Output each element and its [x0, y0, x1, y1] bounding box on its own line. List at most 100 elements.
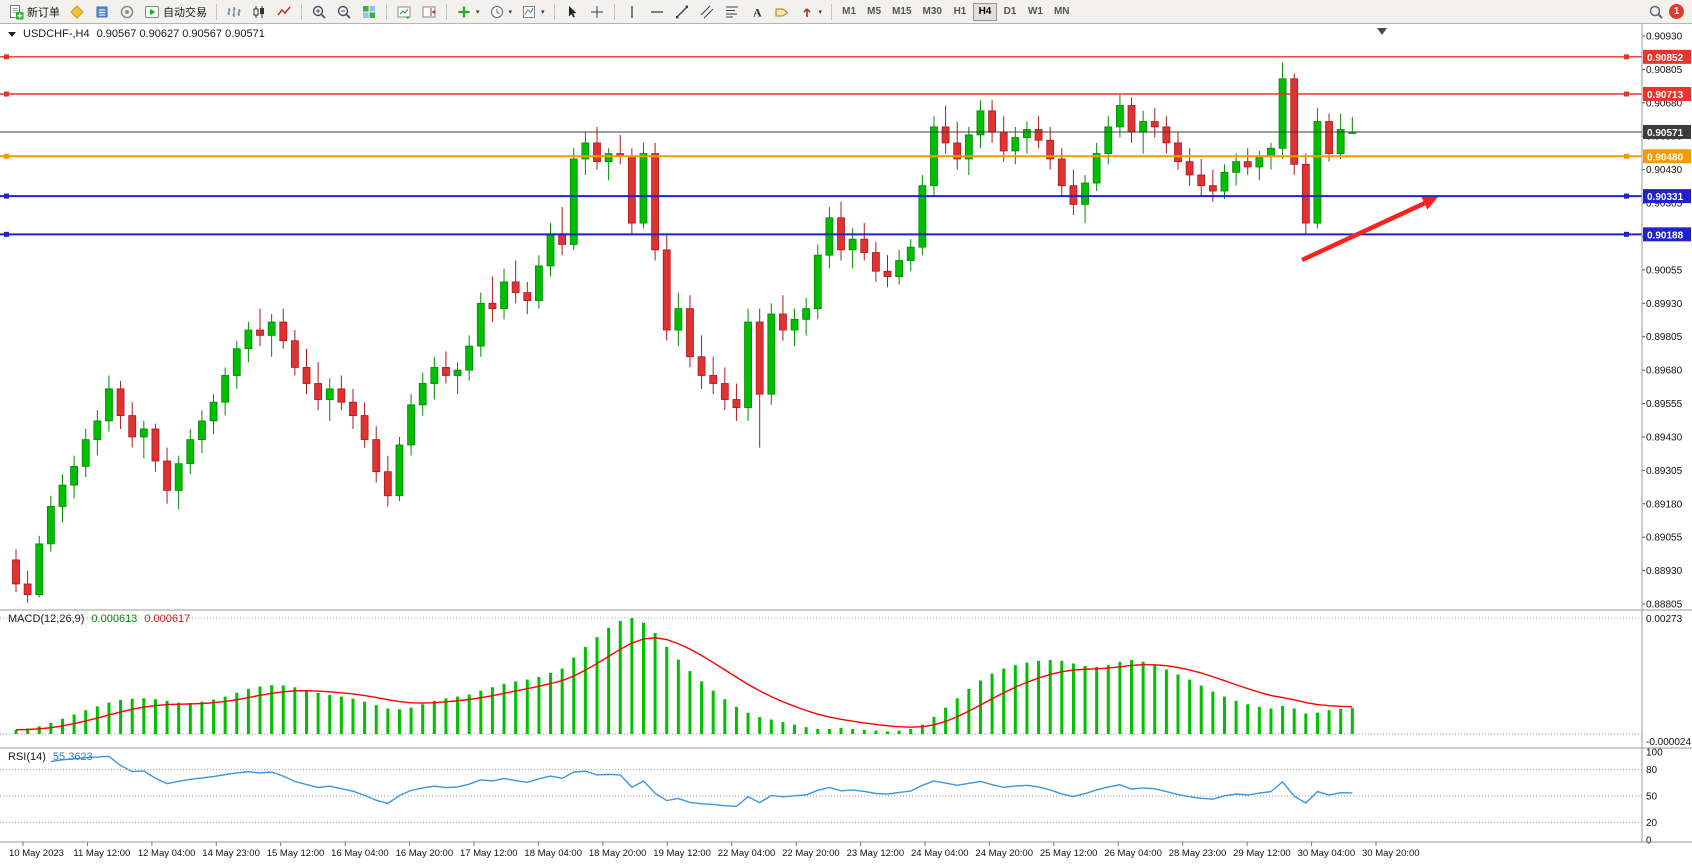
text-label-tool-button[interactable]: [770, 2, 794, 22]
line-chart-button[interactable]: [272, 2, 296, 22]
candle-body: [418, 383, 427, 406]
candle-body: [232, 348, 241, 376]
candle-body: [744, 321, 752, 408]
timeframe-mn-button[interactable]: MN: [1049, 3, 1075, 21]
timeframe-h1-button[interactable]: H1: [948, 3, 972, 21]
symbol-dropdown-icon[interactable]: [8, 31, 16, 37]
indicators-button[interactable]: ▾: [452, 2, 484, 22]
candle-body: [999, 131, 1008, 152]
candle-body: [558, 233, 567, 245]
trend-arrow-head[interactable]: [1421, 196, 1438, 210]
macd-signal-line: [15, 637, 1353, 731]
rsi-axis-label: 50: [1646, 792, 1658, 803]
search-button[interactable]: [1644, 2, 1668, 22]
line-handle[interactable]: [4, 193, 9, 199]
timeframe-w1-button[interactable]: W1: [1023, 3, 1048, 21]
candle-body: [1127, 105, 1136, 133]
price-axis-label: 0.88930: [1646, 566, 1683, 577]
bar-chart-button[interactable]: [222, 2, 246, 22]
new-order-button[interactable]: 新订单: [4, 2, 64, 22]
candle-body: [604, 153, 613, 163]
candle-body: [511, 281, 520, 294]
trend-arrow-line[interactable]: [1301, 201, 1426, 263]
timeframe-m5-button[interactable]: M5: [862, 3, 886, 21]
candle-body: [383, 471, 392, 497]
candle-body: [128, 415, 137, 438]
candle-body: [1220, 171, 1229, 192]
macd-histogram-bar: [874, 730, 878, 734]
timeframe-m15-button[interactable]: M15: [887, 3, 916, 21]
zoom-out-button[interactable]: [332, 2, 356, 22]
line-handle[interactable]: [1624, 153, 1629, 159]
candle-body: [627, 155, 636, 224]
time-axis-label: 14 May 23:00: [202, 848, 260, 859]
candle-body: [221, 375, 230, 403]
macd-histogram-bar: [432, 700, 436, 734]
channel-tool-button[interactable]: [695, 2, 719, 22]
horizontal-line-tool-button[interactable]: [645, 2, 669, 22]
macd-axis-max-label: 0.00273: [1646, 614, 1683, 625]
line-chart-icon: [277, 6, 291, 15]
zoom-in-button[interactable]: [307, 2, 331, 22]
timeframe-d1-button[interactable]: D1: [998, 3, 1022, 21]
autotrading-button[interactable]: 自动交易: [140, 2, 211, 22]
crosshair-button[interactable]: [585, 2, 609, 22]
line-handle[interactable]: [4, 231, 9, 237]
timeframe-m1-button[interactable]: M1: [837, 3, 861, 21]
timeframe-h4-button[interactable]: H4: [972, 2, 997, 21]
candle-body: [1301, 163, 1310, 224]
time-axis-label: 24 May 04:00: [911, 848, 969, 859]
auto-scroll-button[interactable]: [392, 2, 416, 22]
tile-windows-icon: [363, 5, 375, 18]
candlestick-chart-button[interactable]: [247, 2, 271, 22]
candle-body: [1069, 185, 1078, 205]
line-handle[interactable]: [1624, 231, 1629, 237]
candle-body: [1150, 121, 1159, 128]
candle-body: [244, 329, 253, 350]
price-badge: [1643, 87, 1691, 102]
macd-histogram-bar: [781, 722, 785, 734]
price-badge: [1643, 227, 1691, 242]
line-handle[interactable]: [4, 54, 9, 60]
candle-body: [1034, 129, 1043, 141]
tile-windows-button[interactable]: [357, 2, 381, 22]
candle-body: [93, 420, 102, 441]
metaeditor-button[interactable]: [65, 2, 89, 22]
candle-body: [500, 281, 508, 310]
price-axis-label: 0.89805: [1646, 332, 1683, 343]
price-badge-label: 0.90852: [1647, 53, 1684, 64]
macd-histogram-bar: [1037, 660, 1041, 734]
line-handle[interactable]: [4, 91, 9, 97]
svg-text:A: A: [753, 5, 762, 19]
community-button[interactable]: [115, 2, 139, 22]
candle-body: [802, 308, 811, 320]
notification-badge[interactable]: 1: [1669, 4, 1684, 19]
candle-body: [674, 308, 683, 331]
templates-button[interactable]: ▾: [517, 2, 549, 22]
periods-button[interactable]: ▾: [485, 2, 517, 22]
text-tool-button[interactable]: A: [745, 2, 769, 22]
market-depth-button[interactable]: [90, 2, 114, 22]
toolbar-separator: [386, 3, 387, 20]
candle-body: [430, 367, 439, 384]
trendline-tool-button[interactable]: [670, 2, 694, 22]
chart-shift-button[interactable]: [417, 2, 441, 22]
macd-histogram-bar: [119, 700, 123, 734]
fibonacci-tool-button[interactable]: [720, 2, 744, 22]
line-handle[interactable]: [1624, 193, 1629, 199]
line-handle[interactable]: [1624, 54, 1629, 60]
cursor-button[interactable]: [560, 2, 584, 22]
vertical-line-icon: [630, 5, 633, 18]
vertical-line-tool-button[interactable]: [620, 2, 644, 22]
line-handle[interactable]: [1624, 91, 1629, 97]
candle-body: [662, 249, 671, 331]
chart-shift-marker[interactable]: [1377, 28, 1387, 35]
line-handle[interactable]: [4, 153, 9, 159]
timeframe-m30-button[interactable]: M30: [918, 3, 947, 21]
macd-histogram-bar: [1048, 660, 1052, 734]
candle-body: [139, 428, 148, 438]
arrows-tool-button[interactable]: ▾: [795, 2, 827, 22]
macd-histogram-bar: [270, 685, 274, 734]
